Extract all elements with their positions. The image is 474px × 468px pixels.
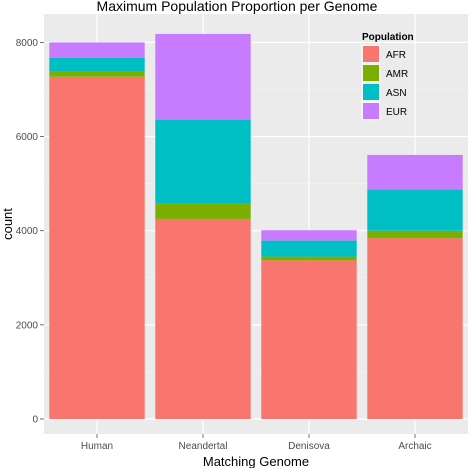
x-tick-label: Neandertal [179,441,228,452]
chart-title: Maximum Population Proportion per Genome [97,0,378,14]
bar-neandertal-eur [155,33,251,120]
legend-label-eur: EUR [386,107,407,118]
y-axis-title: count [0,208,15,240]
bar-denisova-afr [261,260,357,419]
bar-neandertal-asn [155,119,251,204]
x-tick-label: Denisova [288,441,330,452]
bar-denisova-eur [261,230,357,241]
y-tick-label: 6000 [16,132,39,143]
x-tick-label: Archaic [398,441,431,452]
legend-label-afr: AFR [386,50,406,61]
bar-human-asn [49,57,145,72]
legend-swatch-amr [363,65,379,81]
bar-human-eur [49,42,145,58]
bar-archaic-amr [367,230,463,239]
bar-human-amr [49,71,145,77]
bar-denisova-amr [261,256,357,261]
legend-swatch-eur [363,103,379,119]
bar-human-afr [49,76,145,419]
y-tick-label: 0 [32,415,38,426]
legend-label-amr: AMR [386,69,408,80]
bar-neandertal-afr [155,218,251,419]
bar-neandertal-amr [155,203,251,219]
legend-swatch-asn [363,84,379,100]
x-axis: Human Neandertal Denisova Archaic [81,434,432,452]
legend-label-asn: ASN [386,88,407,99]
legend-title: Population [362,32,414,43]
bar-archaic-eur [367,154,463,190]
x-axis-title: Matching Genome [203,454,309,468]
y-tick-label: 8000 [16,38,39,49]
bar-archaic-asn [367,189,463,231]
bar-archaic-afr [367,238,463,419]
legend-swatch-afr [363,46,379,62]
y-tick-label: 4000 [16,226,39,237]
y-axis: 0 2000 4000 6000 8000 [16,38,44,426]
x-tick-label: Human [81,441,113,452]
bar-denisova-asn [261,240,357,257]
bars-group [49,33,463,419]
y-tick-label: 2000 [16,320,39,331]
legend: Population AFR AMR ASN EUR [361,32,414,121]
